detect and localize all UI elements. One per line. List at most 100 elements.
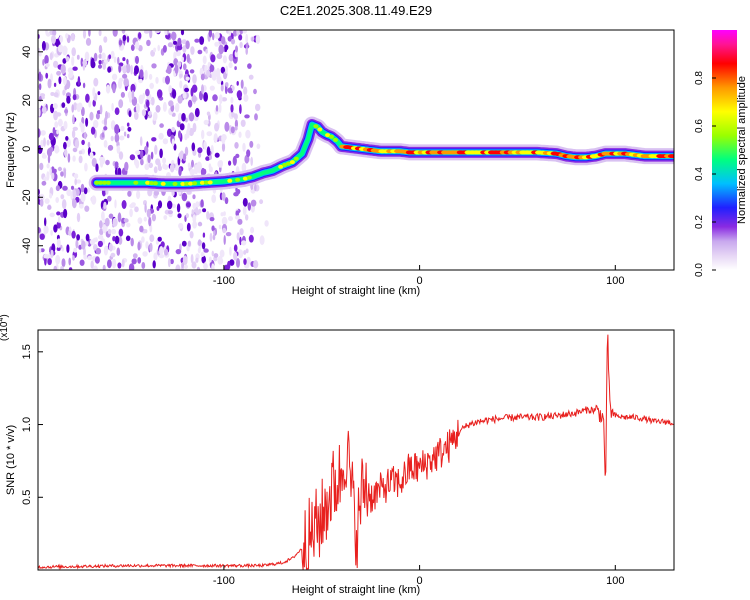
noise-blob — [38, 71, 42, 82]
snr-xtick-label: 100 — [606, 575, 624, 587]
noise-blob — [175, 50, 181, 57]
noise-blob — [44, 217, 47, 227]
noise-blob — [162, 45, 167, 53]
noise-blob — [53, 60, 59, 68]
ridge-hotspot — [289, 160, 295, 165]
noise-blob — [211, 263, 215, 270]
noise-blob — [192, 74, 197, 84]
noise-blob — [250, 156, 253, 166]
noise-blob — [214, 32, 220, 39]
noise-blob — [63, 141, 67, 150]
noise-blob — [203, 119, 209, 125]
noise-blob — [159, 148, 163, 159]
noise-blob — [71, 56, 75, 66]
noise-blob — [54, 104, 58, 109]
noise-blob — [127, 126, 132, 132]
noise-blob — [148, 73, 153, 80]
noise-blob — [239, 30, 244, 35]
noise-blob — [90, 60, 96, 69]
noise-blob — [138, 78, 143, 84]
noise-blob — [94, 256, 100, 264]
noise-blob — [93, 119, 99, 129]
noise-blob — [114, 161, 119, 168]
noise-blob — [162, 102, 167, 112]
noise-blob — [241, 240, 247, 246]
noise-blob — [216, 75, 222, 85]
noise-blob — [151, 137, 157, 142]
noise-blob — [182, 255, 188, 266]
noise-blob — [81, 240, 86, 250]
noise-blob — [188, 112, 195, 122]
ridge-hotspot — [313, 124, 319, 129]
noise-blob — [91, 195, 97, 205]
noise-blob — [149, 242, 153, 252]
colorbar-tick-label: 0.0 — [694, 263, 705, 277]
noise-blob — [264, 220, 269, 227]
noise-blob — [173, 143, 177, 151]
noise-blob — [158, 132, 164, 140]
noise-blob — [187, 99, 193, 108]
noise-blob — [55, 197, 59, 203]
noise-blob — [129, 154, 136, 161]
noise-blob — [83, 247, 86, 257]
noise-blob — [89, 111, 94, 121]
noise-blob — [179, 73, 183, 78]
noise-blob — [185, 117, 188, 123]
noise-blob — [213, 253, 219, 258]
noise-blob — [98, 60, 102, 65]
noise-blob — [72, 155, 76, 162]
noise-blob — [84, 162, 88, 172]
noise-blob — [147, 110, 152, 116]
noise-blob — [72, 114, 75, 124]
noise-blob — [209, 232, 213, 242]
noise-blob — [56, 221, 61, 229]
noise-blob — [71, 47, 76, 57]
noise-blob — [101, 52, 106, 61]
noise-blob — [131, 258, 137, 265]
noise-blob — [72, 94, 77, 101]
noise-blob — [218, 103, 222, 114]
noise-blob — [246, 149, 251, 158]
noise-blob — [111, 102, 114, 111]
noise-blob — [71, 129, 76, 139]
noise-blob — [192, 149, 197, 156]
noise-blob — [116, 145, 121, 154]
noise-blob — [196, 266, 200, 270]
noise-blob — [77, 102, 83, 111]
noise-blob — [59, 35, 64, 43]
noise-blob — [148, 162, 153, 169]
snr-series — [38, 334, 674, 570]
noise-blob — [171, 203, 177, 209]
noise-blob — [107, 195, 112, 202]
noise-blob — [243, 258, 247, 265]
noise-blob — [47, 258, 52, 266]
noise-blob — [46, 171, 50, 181]
noise-blob — [45, 63, 50, 68]
noise-blob — [56, 238, 61, 248]
noise-blob — [221, 36, 226, 45]
noise-blob — [209, 217, 215, 222]
noise-blob — [137, 217, 143, 225]
noise-blob — [236, 30, 240, 36]
noise-blob — [70, 191, 74, 201]
noise-blob — [237, 218, 243, 225]
noise-blob — [41, 180, 47, 186]
noise-blob — [177, 213, 182, 219]
noise-blob — [181, 39, 187, 45]
noise-blob — [228, 160, 232, 166]
noise-blob — [221, 134, 226, 144]
noise-blob — [162, 76, 166, 84]
noise-blob — [191, 142, 196, 152]
noise-blob — [134, 41, 140, 50]
noise-blob — [112, 217, 118, 227]
noise-blob — [112, 30, 118, 37]
noise-blob — [75, 179, 82, 184]
noise-blob — [232, 155, 237, 166]
noise-blob — [149, 234, 155, 242]
noise-blob — [141, 262, 146, 269]
noise-blob — [88, 30, 91, 37]
noise-blob — [90, 260, 94, 269]
noise-blob — [121, 200, 127, 209]
noise-blob — [206, 69, 211, 78]
noise-blob — [71, 104, 74, 113]
